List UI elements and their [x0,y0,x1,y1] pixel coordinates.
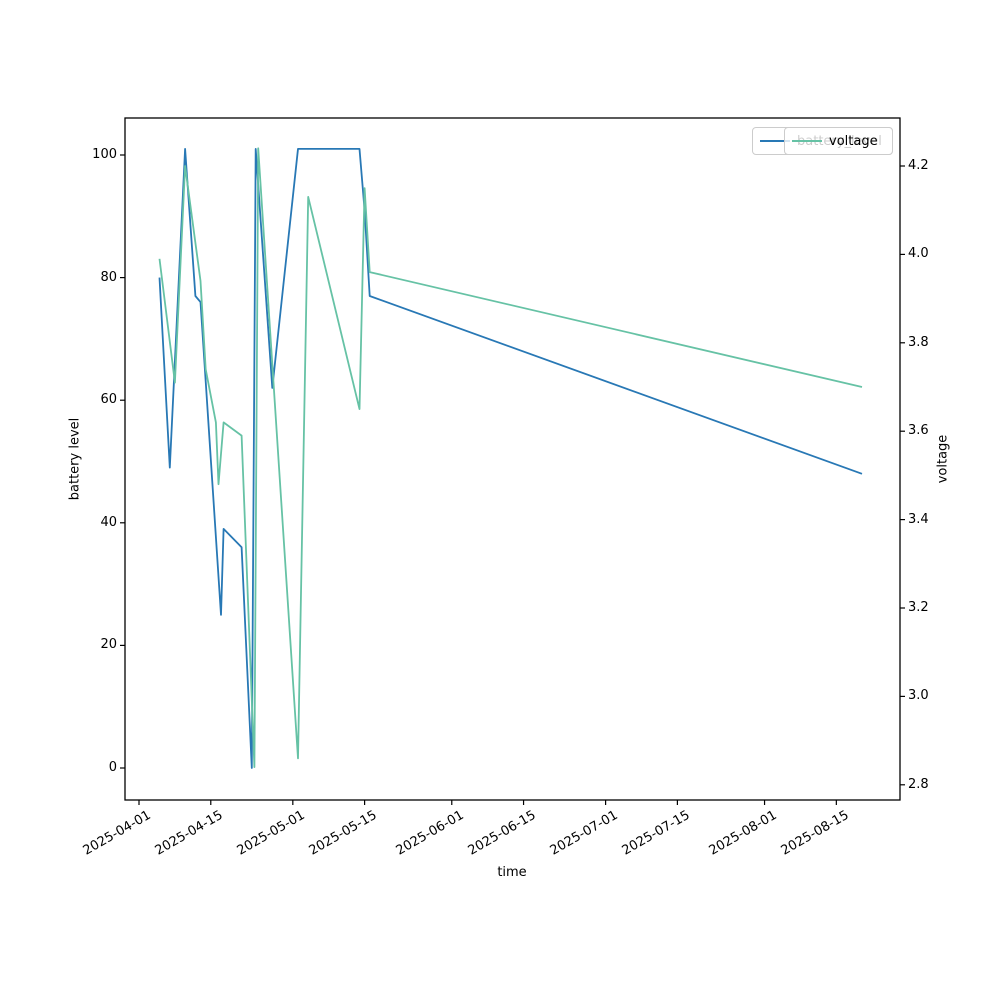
legend-battery-line-sample [760,140,790,142]
axes-frame [124,117,901,801]
series-line-battery_level [158,147,863,769]
y-right-tick-label: 3.6 [908,423,929,439]
y-right-tick-label: 4.2 [908,158,929,173]
legend-voltage-line-sample [792,140,822,142]
y-left-tick-label: 40 [100,514,117,530]
y-left-tick-label: 100 [92,147,117,162]
y-left-tick-label: 0 [108,760,117,775]
y-right-tick-label: 4.0 [908,246,929,262]
y-right-tick-label: 3.8 [908,334,929,350]
y-right-tick-label: 3.4 [908,511,929,527]
legend-voltage-label: voltage [829,133,878,149]
y-right-tick-label: 3.0 [908,688,929,704]
y-right-tick-label: 2.8 [908,776,929,792]
y-left-tick-label: 60 [100,392,117,408]
y-axis-label-left: battery level [67,417,83,501]
x-axis-label: time [497,865,527,880]
series-line-voltage [158,147,863,768]
y-left-tick-label: 80 [100,269,117,285]
y-right-tick-label: 3.2 [908,600,929,615]
y-axis-label-right: voltage [935,434,951,484]
legend-voltage: voltage [784,127,893,155]
y-left-tick-label: 20 [100,637,117,653]
